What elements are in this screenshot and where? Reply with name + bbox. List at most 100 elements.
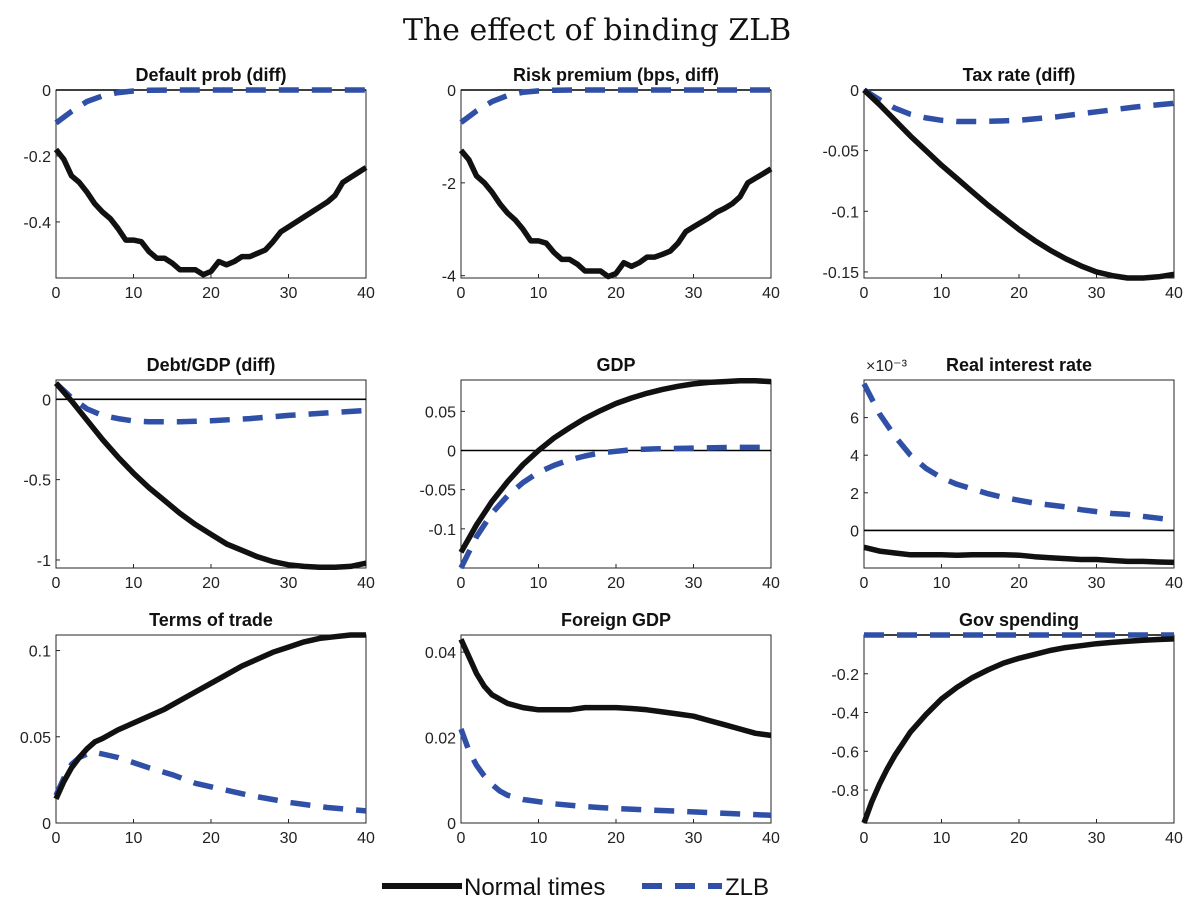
y-tick-label: -0.1: [831, 204, 859, 221]
series-line-normal-times: [863, 544, 1175, 566]
x-tick-label: 0: [860, 830, 869, 847]
x-tick-label: 40: [357, 575, 375, 592]
y-tick-label: -0.15: [823, 265, 860, 282]
y-tick-label: -0.4: [23, 215, 51, 232]
panel-title: Real interest rate: [946, 355, 1092, 375]
series-line-normal-times: [53, 632, 366, 801]
x-tick-label: 40: [1165, 830, 1183, 847]
y-tick-label: -4: [442, 269, 456, 286]
panel-title: GDP: [596, 355, 635, 375]
y-tick-label: 0: [447, 816, 456, 833]
series-line-normal-times: [861, 636, 1175, 824]
series-line-zlb: [459, 87, 771, 125]
x-tick-label: 40: [1165, 285, 1183, 302]
exponent-label: ×10⁻³: [866, 358, 908, 375]
x-tick-label: 10: [530, 575, 548, 592]
series-line-normal-times: [53, 381, 367, 570]
axes-box: [863, 379, 1175, 569]
y-tick-label: -0.4: [831, 706, 859, 723]
series-line-zlb: [458, 444, 771, 570]
x-tick-label: 0: [860, 285, 869, 302]
panel-foreign-gdp: Foreign GDP 0 10 20 30 40 0.04 0.02 0: [425, 610, 780, 847]
y-tick-label: 0.04: [425, 645, 456, 662]
figure-title: The effect of binding ZLB: [403, 13, 791, 48]
x-tick-label: 40: [357, 830, 375, 847]
series-line-normal-times: [458, 148, 773, 280]
x-tick-label: 20: [1010, 575, 1028, 592]
x-tick-label: 20: [607, 830, 625, 847]
x-tick-label: 30: [685, 285, 703, 302]
y-tick-label: -0.6: [831, 744, 859, 761]
y-tick-label: 4: [850, 448, 859, 465]
axes-box: [55, 89, 367, 279]
x-tick-label: 10: [933, 285, 951, 302]
x-tick-label: 10: [530, 830, 548, 847]
x-tick-label: 0: [457, 575, 466, 592]
y-tick-label: 6: [850, 411, 859, 428]
y-tick-label: 0: [850, 523, 859, 540]
x-tick-label: 30: [1088, 830, 1106, 847]
panel-terms-of-trade: Terms of trade 0 10 20 30 40 0.1 0.05 0: [20, 610, 375, 847]
x-tick-label: 40: [1165, 575, 1183, 592]
x-tick-label: 20: [1010, 285, 1028, 302]
x-tick-label: 40: [762, 575, 780, 592]
y-tick-label: -0.2: [23, 149, 51, 166]
x-tick-label: 40: [762, 830, 780, 847]
axes-box: [460, 89, 772, 279]
panel-title: Foreign GDP: [561, 610, 671, 630]
y-tick-label: -2: [442, 176, 456, 193]
axes-box: [460, 379, 772, 569]
series-line-zlb: [458, 728, 772, 819]
y-tick-label: -0.5: [23, 473, 51, 490]
series-line-normal-times: [53, 147, 368, 278]
x-tick-label: 30: [1088, 575, 1106, 592]
panel-title: Risk premium (bps, diff): [513, 65, 719, 85]
y-tick-label: -0.2: [831, 667, 859, 684]
panel-tax-rate-diff: Tax rate (diff) 0 10 20 30 40 0 -0.05 -0.1 -0.15: [823, 65, 1183, 302]
x-tick-label: 10: [125, 830, 143, 847]
x-tick-label: 10: [125, 575, 143, 592]
x-tick-label: 10: [530, 285, 548, 302]
y-tick-label: -0.8: [831, 783, 859, 800]
y-tick-label: 0.05: [425, 404, 456, 421]
panel-title: Default prob (diff): [136, 65, 287, 85]
panel-title: Tax rate (diff): [963, 65, 1076, 85]
y-tick-label: 0: [447, 83, 456, 100]
panel-gov-spending: Gov spending 0 10 20 30 40 -0.2 -0.4 -0.6 -0.8: [831, 610, 1183, 847]
series-line-zlb: [54, 381, 367, 425]
y-tick-label: 0.1: [29, 644, 51, 661]
series-line-zlb: [862, 87, 1175, 125]
axes-box: [55, 379, 367, 569]
panel-debt-gdp-diff: Debt/GDP (diff) 0 10 20 30 40 0 -0.5 -1: [23, 355, 375, 592]
series-line-normal-times: [862, 87, 1175, 281]
legend-zlb-label: ZLB: [725, 874, 769, 901]
x-tick-label: 10: [933, 575, 951, 592]
x-tick-label: 30: [685, 830, 703, 847]
y-tick-label: 0: [42, 392, 51, 409]
x-tick-label: 10: [125, 285, 143, 302]
x-tick-label: 20: [202, 575, 220, 592]
x-tick-label: 0: [457, 830, 466, 847]
x-tick-label: 0: [860, 575, 869, 592]
panel-title: Terms of trade: [149, 610, 273, 630]
legend: Normal times ZLB: [382, 874, 769, 901]
panel-risk-premium-bps-diff: Risk premium (bps, diff) 0 10 20 30 40 0 -2 -4: [442, 65, 780, 302]
panel-default-prob-diff: Default prob (diff) 0 10 20 30 40 0 -0.2 -0.4: [23, 65, 375, 302]
axes-box: [863, 89, 1175, 279]
x-tick-label: 30: [280, 575, 298, 592]
series-line-normal-times: [458, 638, 772, 739]
x-tick-label: 0: [52, 285, 61, 302]
x-tick-label: 0: [52, 575, 61, 592]
y-tick-label: 0: [42, 83, 51, 100]
x-tick-label: 40: [357, 285, 375, 302]
x-tick-label: 30: [1088, 285, 1106, 302]
y-tick-label: -1: [37, 553, 51, 570]
y-tick-label: -0.1: [428, 522, 456, 539]
x-tick-label: 0: [52, 830, 61, 847]
x-tick-label: 30: [280, 285, 298, 302]
x-tick-label: 20: [607, 575, 625, 592]
x-tick-label: 10: [933, 830, 951, 847]
y-tick-label: 0: [42, 816, 51, 833]
